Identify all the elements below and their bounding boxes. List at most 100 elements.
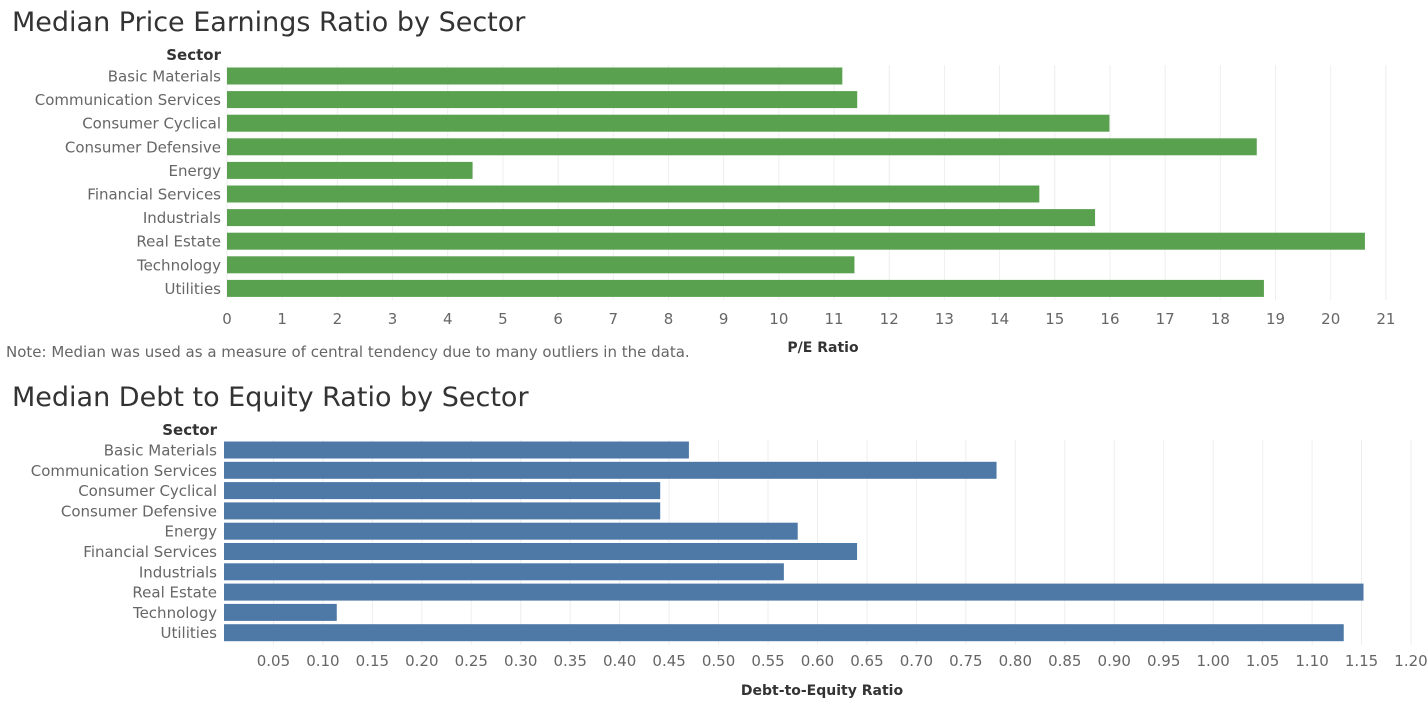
de-x-tick-label: 0.80 bbox=[999, 652, 1032, 670]
pe-x-tick-label: 14 bbox=[990, 310, 1009, 328]
de-x-ticks: 0.05 0.10 0.15 0.20 0.25 0.30 0.35 0.40 0.45 0.50… bbox=[257, 652, 1428, 670]
pe-category-label: Technology bbox=[136, 256, 221, 274]
de-category-label: Basic Materials bbox=[104, 442, 217, 460]
pe-bar bbox=[227, 256, 855, 274]
pe-bar bbox=[227, 209, 1096, 227]
de-x-tick-label: 0.65 bbox=[850, 652, 883, 670]
de-x-tick-label: 0.10 bbox=[306, 652, 339, 670]
pe-x-axis-title: P/E Ratio bbox=[787, 340, 859, 356]
de-x-tick-label: 1.05 bbox=[1246, 652, 1279, 670]
pe-x-tick-label: 18 bbox=[1211, 310, 1230, 328]
pe-x-tick-label: 12 bbox=[880, 310, 899, 328]
de-x-tick-label: 0.20 bbox=[405, 652, 438, 670]
de-category-label: Communication Services bbox=[31, 462, 217, 480]
pe-x-ticks: 0 1 2 3 4 5 6 7 8 9 10 11 12 13 14 15 16 17 18 19 20 21 bbox=[222, 310, 1395, 328]
pe-x-tick-label: 0 bbox=[222, 310, 232, 328]
pe-category-label: Energy bbox=[168, 162, 221, 180]
de-x-tick-label: 0.95 bbox=[1147, 652, 1180, 670]
pe-x-tick-label: 3 bbox=[388, 310, 398, 328]
de-category-label: Utilities bbox=[161, 624, 218, 642]
de-x-tick-label: 0.60 bbox=[801, 652, 834, 670]
de-bar bbox=[224, 441, 689, 459]
pe-x-tick-label: 10 bbox=[769, 310, 788, 328]
de-category-label: Consumer Cyclical bbox=[78, 482, 217, 500]
de-x-tick-label: 1.10 bbox=[1295, 652, 1328, 670]
pe-x-tick-label: 8 bbox=[664, 310, 674, 328]
pe-bar bbox=[227, 114, 1110, 132]
pe-chart-title: Median Price Earnings Ratio by Sector bbox=[12, 7, 526, 38]
pe-bar bbox=[227, 161, 473, 179]
pe-category-label: Consumer Cyclical bbox=[82, 115, 221, 133]
pe-x-tick-label: 2 bbox=[333, 310, 343, 328]
pe-x-tick-label: 17 bbox=[1156, 310, 1175, 328]
pe-x-tick-label: 11 bbox=[824, 310, 843, 328]
de-bars-group bbox=[224, 441, 1364, 642]
de-bar bbox=[224, 461, 997, 479]
de-x-tick-label: 1.15 bbox=[1345, 652, 1378, 670]
de-bar bbox=[224, 624, 1344, 642]
pe-x-tick-label: 16 bbox=[1100, 310, 1119, 328]
de-bar bbox=[224, 522, 798, 540]
de-bar bbox=[224, 502, 661, 520]
pe-x-tick-label: 1 bbox=[277, 310, 287, 328]
pe-x-tick-label: 4 bbox=[443, 310, 453, 328]
de-bar bbox=[224, 563, 784, 581]
de-category-label: Energy bbox=[164, 523, 217, 541]
de-x-tick-label: 0.75 bbox=[949, 652, 982, 670]
de-category-labels: Basic Materials Communication Services Con… bbox=[31, 442, 217, 643]
de-bar bbox=[224, 543, 858, 560]
de-category-label: Consumer Defensive bbox=[61, 502, 217, 520]
pe-x-tick-label: 5 bbox=[498, 310, 508, 328]
pe-x-tick-label: 15 bbox=[1045, 310, 1064, 328]
pe-category-label: Utilities bbox=[165, 280, 222, 298]
pe-category-label: Consumer Defensive bbox=[65, 138, 221, 156]
de-bar bbox=[224, 482, 661, 500]
de-x-tick-label: 0.70 bbox=[900, 652, 933, 670]
de-x-tick-label: 0.35 bbox=[554, 652, 587, 670]
pe-x-tick-label: 21 bbox=[1376, 310, 1395, 328]
pe-x-tick-label: 7 bbox=[609, 310, 619, 328]
de-x-tick-label: 0.25 bbox=[455, 652, 488, 670]
pe-x-tick-label: 19 bbox=[1266, 310, 1285, 328]
pe-bar bbox=[227, 185, 1040, 203]
de-x-tick-label: 0.05 bbox=[257, 652, 290, 670]
de-category-header: Sector bbox=[162, 421, 217, 439]
pe-category-label: Industrials bbox=[143, 209, 221, 227]
pe-x-tick-label: 6 bbox=[553, 310, 563, 328]
pe-x-tick-label: 13 bbox=[935, 310, 954, 328]
de-category-label: Technology bbox=[132, 604, 217, 622]
de-x-axis-title: Debt-to-Equity Ratio bbox=[741, 683, 904, 699]
pe-x-tick-label: 9 bbox=[719, 310, 729, 328]
de-chart-title: Median Debt to Equity Ratio by Sector bbox=[12, 382, 529, 413]
de-category-label: Industrials bbox=[139, 563, 217, 581]
de-x-tick-label: 0.90 bbox=[1098, 652, 1131, 670]
pe-bar bbox=[227, 67, 843, 85]
pe-x-tick-label: 20 bbox=[1321, 310, 1340, 328]
pe-bars-group bbox=[227, 67, 1365, 297]
pe-bar bbox=[227, 279, 1264, 297]
de-x-tick-label: 0.30 bbox=[504, 652, 537, 670]
pe-category-label: Communication Services bbox=[35, 91, 221, 109]
de-category-label: Financial Services bbox=[83, 543, 217, 561]
pe-bar bbox=[227, 232, 1365, 250]
de-bar bbox=[224, 583, 1364, 601]
de-x-tick-label: 0.40 bbox=[603, 652, 636, 670]
de-x-tick-label: 0.45 bbox=[652, 652, 685, 670]
pe-bar bbox=[227, 91, 858, 109]
pe-category-label: Financial Services bbox=[87, 186, 221, 204]
note-text: Note: Median was used as a measure of ce… bbox=[6, 343, 690, 361]
de-x-tick-label: 1.00 bbox=[1196, 652, 1229, 670]
de-x-tick-label: 0.15 bbox=[356, 652, 389, 670]
de-x-tick-label: 0.50 bbox=[702, 652, 735, 670]
pe-bar bbox=[227, 138, 1257, 156]
pe-category-labels: Basic Materials Communication Services Con… bbox=[35, 68, 221, 298]
de-x-tick-label: 0.55 bbox=[751, 652, 784, 670]
pe-category-label: Basic Materials bbox=[108, 68, 221, 86]
de-x-tick-label: 0.85 bbox=[1048, 652, 1081, 670]
de-category-label: Real Estate bbox=[132, 584, 217, 602]
de-x-tick-label: 1.20 bbox=[1394, 652, 1427, 670]
pe-category-label: Real Estate bbox=[136, 233, 221, 251]
de-bar bbox=[224, 603, 337, 621]
pe-category-header: Sector bbox=[166, 46, 221, 64]
